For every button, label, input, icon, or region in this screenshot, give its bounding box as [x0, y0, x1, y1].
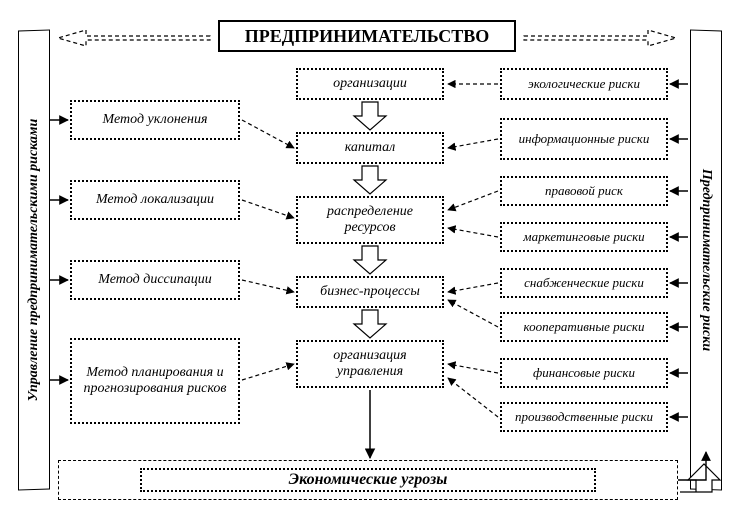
risk-5: кооперативные риски — [500, 312, 668, 342]
risk-1: информационные риски — [500, 118, 668, 160]
bottom-inner: Экономические угрозы — [140, 468, 596, 492]
chain-4: организация управления — [296, 340, 444, 388]
method-3: Метод планирования и прогнозирования рис… — [70, 338, 240, 424]
risk-6: финансовые риски — [500, 358, 668, 388]
method-0: Метод уклонения — [70, 100, 240, 140]
right-vertical-label: Предпринимательские риски — [698, 150, 714, 370]
risk-7: производственные риски — [500, 402, 668, 432]
risk-4: снабженческие риски — [500, 268, 668, 298]
chain-3: бизнес-процессы — [296, 276, 444, 308]
chain-2: распределение ресурсов — [296, 196, 444, 244]
risk-2: правовой риск — [500, 176, 668, 206]
title-box: ПРЕДПРИНИМАТЕЛЬСТВО — [218, 20, 516, 52]
method-1: Метод локализации — [70, 180, 240, 220]
risk-0: экологические риски — [500, 68, 668, 100]
chain-1: капитал — [296, 132, 444, 164]
risk-3: маркетинговые риски — [500, 222, 668, 252]
left-vertical-label: Управление предпринимательскими рисками — [26, 100, 42, 420]
method-2: Метод диссипации — [70, 260, 240, 300]
chain-0: организации — [296, 68, 444, 100]
